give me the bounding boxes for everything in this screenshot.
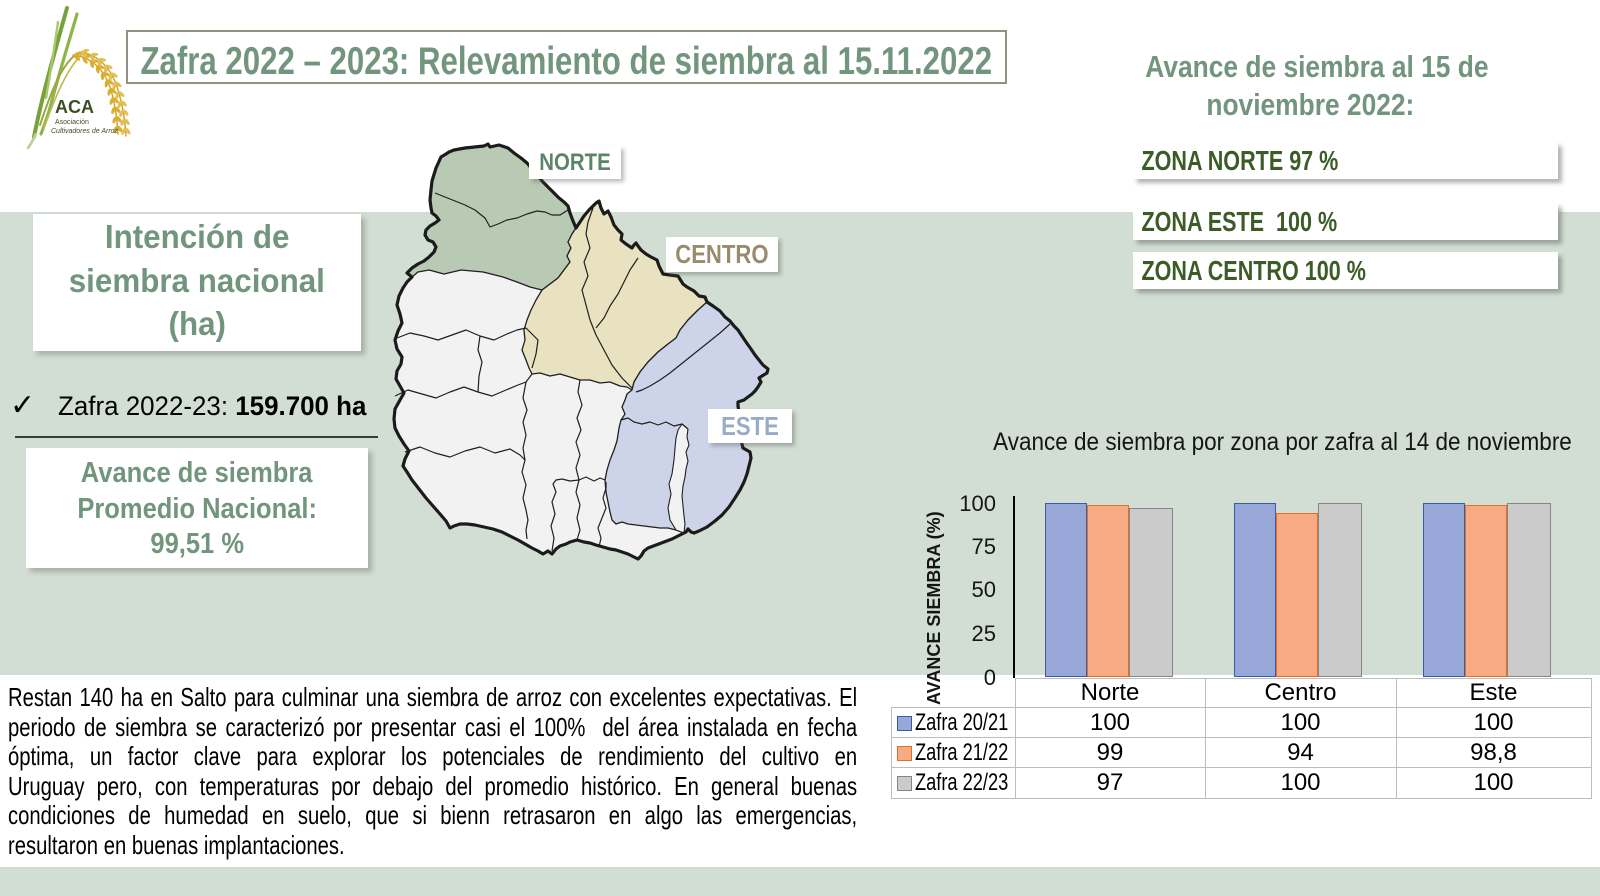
svg-text:ACA: ACA (55, 97, 94, 117)
svg-text:Asociación: Asociación (55, 119, 89, 126)
svg-text:Cultivadores de Arroz: Cultivadores de Arroz (51, 128, 119, 135)
